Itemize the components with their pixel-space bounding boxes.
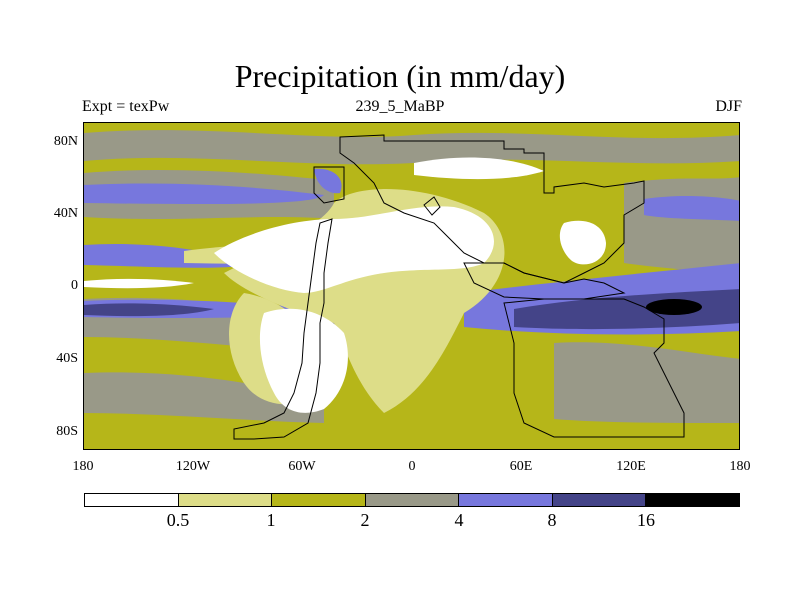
lat-label-80s: 80S [56,424,78,439]
coastline-na-west [313,166,345,204]
lat-label-80n: 80N [53,134,78,149]
darkblue-band-s [84,303,214,317]
coastlines [233,134,685,440]
colorbar-swatch [646,494,740,506]
experiment-label: Expt = texPw [82,98,170,115]
lon-label-180w: 180 [72,459,94,474]
max-precip-core [646,299,702,315]
coastline-west-continent [233,218,333,440]
gray-band-south-e [554,342,739,423]
colorbar-label: 1 [266,510,276,530]
white-desert-east [559,220,606,265]
lat-label-40n: 40N [53,206,78,221]
white-eq-streak [84,278,194,289]
colorbar-swatch [365,494,460,506]
map-canvas [84,123,739,449]
season-label: DJF [715,98,742,115]
white-desert-south [259,308,348,413]
colorbar-label: 2 [360,510,370,530]
colorbar-label: 8 [547,510,557,530]
lon-label-60w: 60W [288,459,316,474]
blue-band-n1 [84,183,324,205]
colorbar-label: 0.5 [166,510,190,530]
gray-band-far-south [84,372,324,423]
white-north-patch [414,157,544,180]
lat-label-40s: 40S [56,351,78,366]
colorbar-label: 16 [637,510,655,530]
lon-label-0: 0 [408,459,416,474]
lon-label-60e: 60E [509,459,533,474]
precipitation-map [83,122,740,450]
gray-band-north [84,130,739,165]
plot-title: Precipitation (in mm/day) [234,58,566,94]
white-desert-north [214,206,494,293]
colorbar-swatch [85,494,179,506]
lon-label-120e: 120E [616,459,646,474]
colorbar-swatch [459,494,553,506]
coastline-east-peninsula [463,262,626,300]
colorbar-label: 4 [454,510,464,530]
colorbar-swatch [178,494,273,506]
colorbar-swatch [552,494,647,506]
colorbar [84,493,740,507]
gray-band-east [624,177,739,273]
coastline-south-east-continent [503,298,685,438]
coastline-island [423,196,441,216]
coastline-north-continent [339,134,645,284]
time-label: 239_5_MaBP [355,98,445,115]
lon-label-120w: 120W [175,459,211,474]
lon-label-180e: 180 [729,459,751,474]
blue-band-nw-pacific [644,195,739,221]
colorbar-swatch [272,494,366,506]
blue-patch-na [314,168,342,194]
darkblue-band [514,289,739,330]
lat-label-0: 0 [71,278,78,293]
